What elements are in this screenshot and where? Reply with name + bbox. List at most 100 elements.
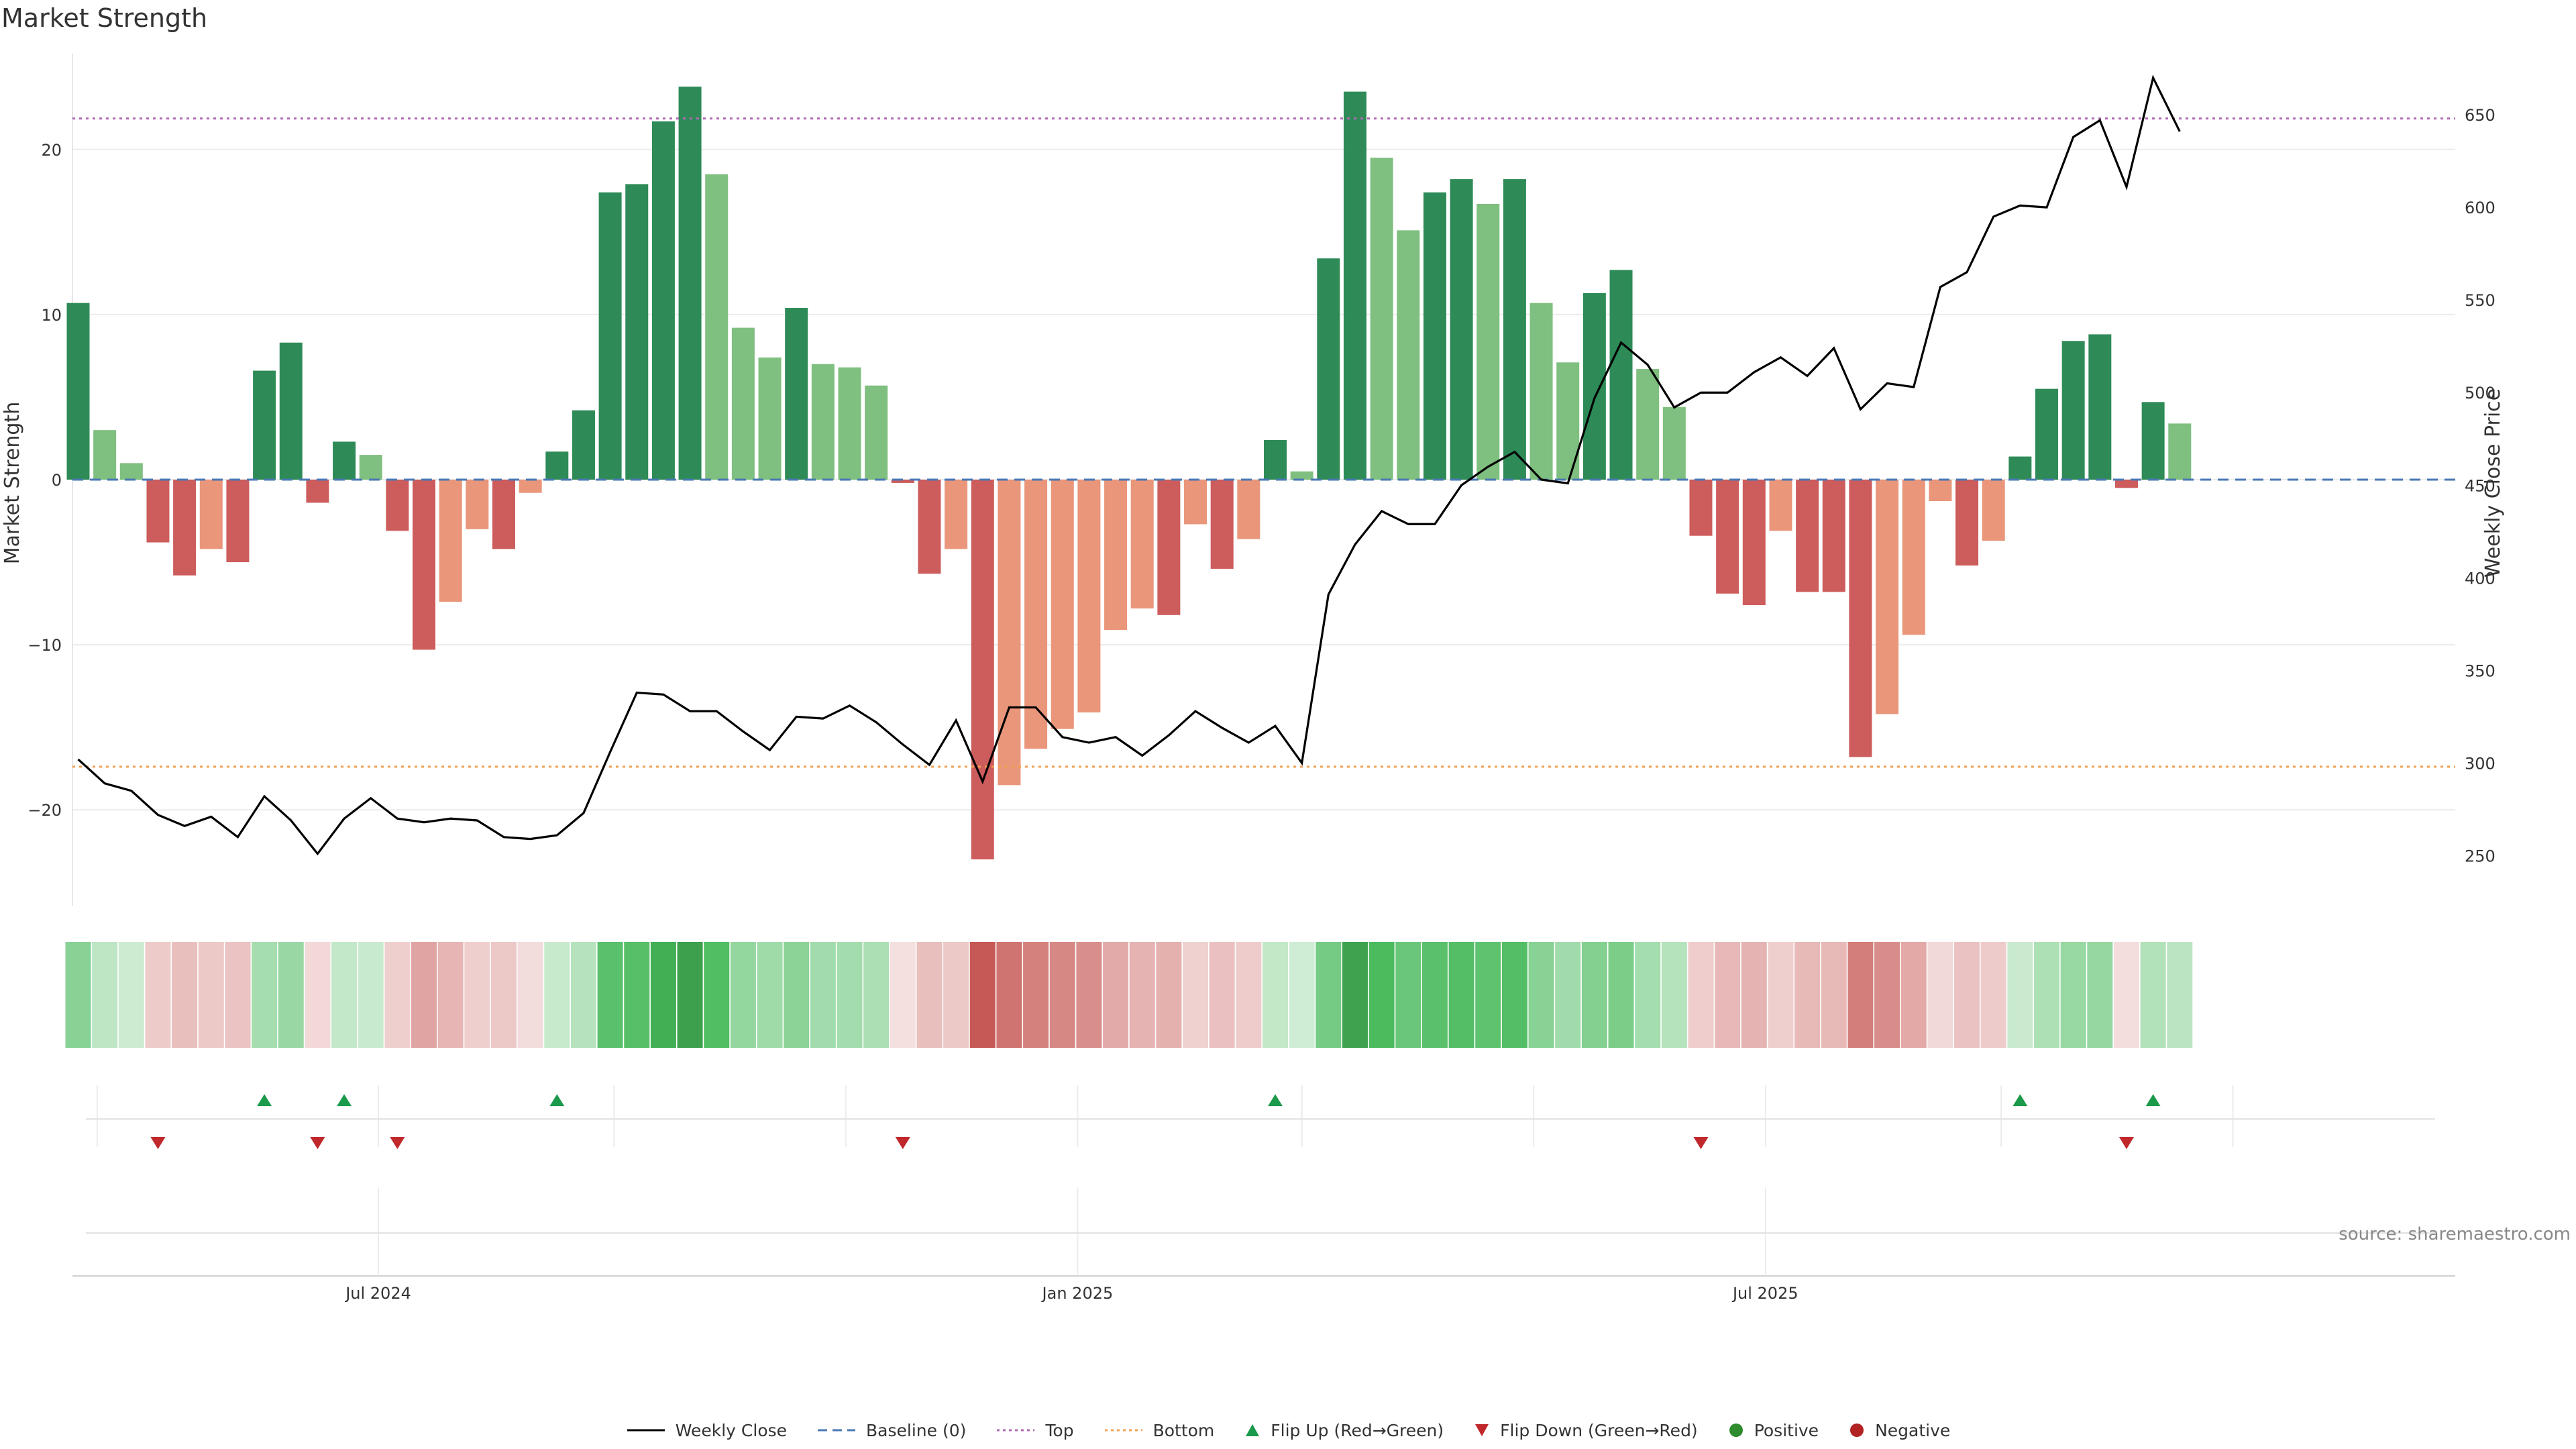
left-tick-label: 0 <box>52 471 62 490</box>
legend-swatch <box>1850 1424 1864 1437</box>
heatmap-cell <box>784 942 810 1048</box>
strength-bar <box>731 327 755 480</box>
strength-bar <box>865 385 888 480</box>
strength-bar <box>572 410 595 480</box>
strength-bar <box>119 463 143 480</box>
heatmap-cell <box>2087 942 2113 1048</box>
strength-bar <box>1849 480 1872 757</box>
strength-bar <box>146 480 170 543</box>
x-axis: Jul 2024 Jan 2025 Jul 2025 <box>72 1275 2455 1303</box>
left-tick-label: −10 <box>28 636 62 655</box>
heatmap-cell <box>384 942 411 1048</box>
legend-label: Flip Down (Green→Red) <box>1500 1420 1698 1440</box>
right-tick-label: 400 <box>2465 569 2496 588</box>
flip-down-marker <box>310 1137 325 1149</box>
heatmap-cell <box>2060 942 2086 1048</box>
legend-item: Positive <box>1727 1421 1819 1440</box>
strength-bar <box>1662 407 1686 480</box>
right-axis-label: Weekly Close Price <box>2481 388 2505 578</box>
heatmap-cell <box>810 942 836 1048</box>
strength-bar <box>279 342 303 480</box>
legend-label: Flip Up (Red→Green) <box>1271 1420 1444 1440</box>
heatmap-cell <box>1555 942 1581 1048</box>
heatmap-cell <box>305 942 331 1048</box>
strength-bar <box>1689 480 1713 536</box>
reference-lines <box>72 117 2455 768</box>
strength-bar <box>386 480 409 531</box>
heatmap-cell <box>1156 942 1182 1048</box>
strength-bar <box>945 480 968 549</box>
strength-bar <box>1024 480 1048 749</box>
strength-bar <box>1636 369 1660 480</box>
legend-swatch <box>1246 1424 1260 1436</box>
heatmap-cell <box>1316 942 1342 1048</box>
x-tick-label: Jan 2025 <box>1041 1284 1114 1303</box>
heatmap-cell <box>2140 942 2166 1048</box>
legend-swatch-up <box>1246 1424 1260 1436</box>
strength-bar <box>1503 179 1526 480</box>
heatmap-cell <box>172 942 198 1048</box>
heatmap-cell <box>597 942 623 1048</box>
heatmap-cell <box>1368 942 1395 1048</box>
heatmap-cell <box>1049 942 1075 1048</box>
strength-bar <box>519 480 542 493</box>
heatmap-cell <box>1821 942 1847 1048</box>
source-note: source: sharemaestro.com <box>2339 1224 2571 1244</box>
legend-label: Positive <box>1754 1420 1819 1440</box>
strength-bar <box>811 364 835 480</box>
flip-up-marker <box>337 1094 352 1106</box>
strength-bar <box>359 455 382 480</box>
heatmap-cell <box>1448 942 1474 1048</box>
legend: Weekly Close Baseline (0) Top Bottom Flip Up… <box>0 1417 2576 1444</box>
flip-up-marker <box>257 1094 272 1106</box>
heatmap-cell <box>1262 942 1288 1048</box>
legend-label: Top <box>1045 1420 1074 1440</box>
heatmap-cell <box>1421 942 1448 1048</box>
heatmap-cell <box>1236 942 1262 1048</box>
legend-item: Baseline (0) <box>816 1421 966 1440</box>
flip-down-marker <box>150 1137 166 1149</box>
heatmap-cell <box>2034 942 2060 1048</box>
flip-down-marker <box>390 1137 405 1149</box>
strength-bar <box>1157 480 1181 615</box>
strength-bar <box>918 480 941 574</box>
strength-bar <box>1450 179 1473 480</box>
heatmap-cell <box>943 942 969 1048</box>
left-tick-label: 20 <box>41 141 62 160</box>
right-tick-label: 550 <box>2465 291 2496 310</box>
heatmap-cell <box>730 942 756 1048</box>
flip-up-marker <box>2145 1094 2161 1106</box>
strength-bar <box>598 192 622 480</box>
strength-bar <box>93 430 117 480</box>
heatmap-cell <box>1581 942 1607 1048</box>
legend-label: Bottom <box>1152 1420 1215 1440</box>
strength-bar <box>651 121 675 480</box>
strength-bar <box>891 480 914 483</box>
heatmap-cell <box>650 942 676 1048</box>
legend-item: Bottom <box>1104 1420 1215 1440</box>
strength-bar <box>1343 91 1366 480</box>
strength-bar <box>1263 439 1287 480</box>
strength-bar <box>2008 456 2032 480</box>
strength-bar <box>2168 423 2192 480</box>
strength-bar <box>705 174 729 480</box>
flip-down-marker <box>1693 1137 1709 1149</box>
heatmap-cell <box>1475 942 1501 1048</box>
strength-bar <box>1290 471 1313 480</box>
heatmap-cell <box>1289 942 1315 1048</box>
heatmap-cell <box>1661 942 1687 1048</box>
strength-bar <box>1210 480 1234 569</box>
heatmap-cell <box>863 942 890 1048</box>
heatmap-cell <box>437 942 464 1048</box>
flip-markers-panel <box>86 1085 2435 1275</box>
heatmap-cell <box>1528 942 1554 1048</box>
flip-down-marker <box>895 1137 910 1149</box>
heatmap-cell <box>358 942 384 1048</box>
heatmap-cell <box>1900 942 1927 1048</box>
heatmap-cell <box>1103 942 1129 1048</box>
heatmap-cell <box>1183 942 1209 1048</box>
heatmap-cell <box>1715 942 1741 1048</box>
strength-bar <box>2088 334 2112 480</box>
heatmap-cell <box>1209 942 1235 1048</box>
